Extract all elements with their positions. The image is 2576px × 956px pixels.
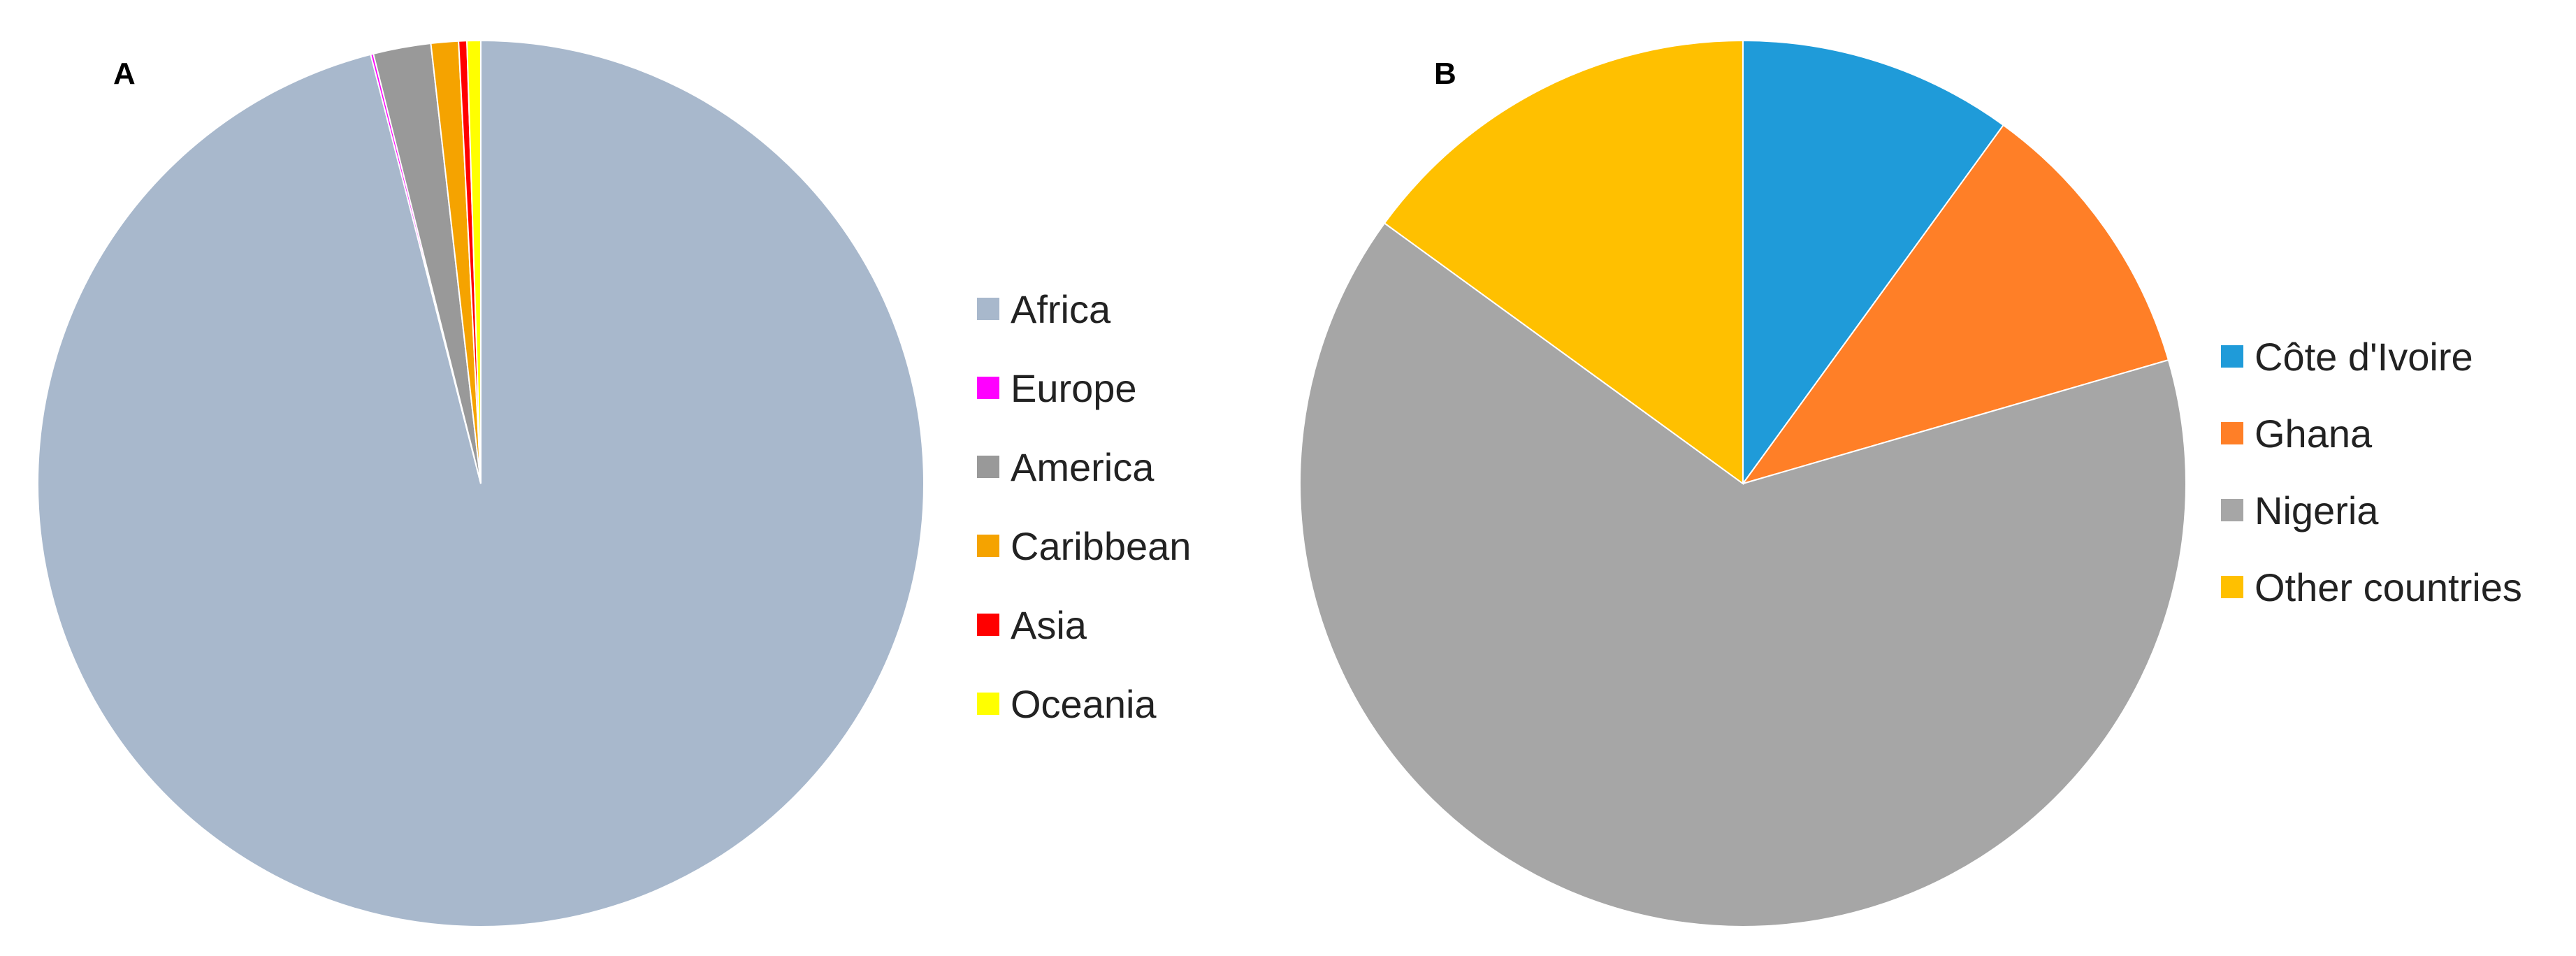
legend-b: Côte d'Ivoire Ghana Nigeria Other countries xyxy=(2221,335,2522,609)
legend-b-swatch-cote-d-ivoire xyxy=(2221,345,2243,368)
legend-b-label-ghana: Ghana xyxy=(2255,412,2373,456)
legend-a-label-caribbean: Caribbean xyxy=(1011,524,1191,568)
legend-b-swatch-ghana xyxy=(2221,422,2243,444)
chart-a: A Africa Europe America Caribbean Asia Oceani… xyxy=(37,39,1191,927)
legend-a-label-africa: Africa xyxy=(1011,287,1111,331)
legend-a-label-america: America xyxy=(1011,445,1155,489)
pie-b-slice-ghana xyxy=(1741,124,2170,485)
legend-b-label-nigeria: Nigeria xyxy=(2255,488,2379,533)
panel-label-b: B xyxy=(1434,57,1456,91)
legend-a-swatch-america xyxy=(977,456,999,478)
legend-b-swatch-nigeria xyxy=(2221,499,2243,521)
panel-label-a: A xyxy=(113,57,136,91)
legend-a-swatch-asia xyxy=(977,614,999,636)
pie-a-slice-oceania xyxy=(466,39,482,484)
pie-b-slice-cote-d-ivoire xyxy=(1742,39,2005,486)
legend-b-label-cote-d-ivoire: Côte d'Ivoire xyxy=(2255,335,2473,379)
legend-a-swatch-oceania xyxy=(977,693,999,715)
legend-a-swatch-caribbean xyxy=(977,535,999,557)
legend-b-label-other-countries: Other countries xyxy=(2255,565,2522,609)
chart-b: B Côte d'Ivoire Ghana Nigeria Other countri… xyxy=(1299,39,2522,927)
legend-a-label-europe: Europe xyxy=(1011,366,1137,410)
legend-b-swatch-other-countries xyxy=(2221,576,2243,598)
pie-a xyxy=(37,39,925,927)
legend-a: Africa Europe America Caribbean Asia Oceania xyxy=(977,287,1191,726)
legend-a-swatch-africa xyxy=(977,298,999,320)
legend-a-label-asia: Asia xyxy=(1011,603,1087,647)
pie-b xyxy=(1299,39,2187,927)
pie-b-slice-other-countries xyxy=(1383,39,1744,485)
legend-a-swatch-europe xyxy=(977,377,999,399)
pie-b-slice-nigeria xyxy=(1299,222,2187,927)
legend-a-label-oceania: Oceania xyxy=(1011,682,1157,726)
